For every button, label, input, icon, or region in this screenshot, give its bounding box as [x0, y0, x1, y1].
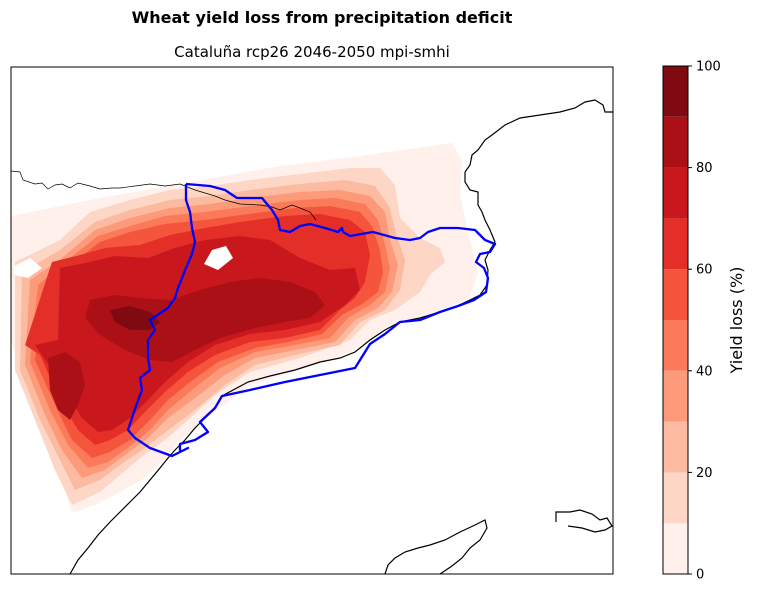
colorbar-segment-0-10 — [663, 523, 688, 574]
map-subtitle: Cataluña rcp26 2046-2050 mpi-smhi — [174, 43, 450, 61]
contour-90-100 — [110, 306, 160, 330]
figure-title: Wheat yield loss from precipitation defi… — [131, 8, 513, 27]
colorbar-segment-70-80 — [663, 167, 688, 219]
colorbar-segment-80-90 — [663, 116, 688, 168]
colorbar-tick-20: 20 — [696, 466, 713, 481]
colorbar-frame — [662, 65, 689, 575]
colorbar-segment-40-50 — [663, 320, 688, 371]
colorbar-segment-10-20 — [663, 472, 688, 524]
colorbar-segment-90-100 — [663, 66, 688, 117]
map-area — [11, 99, 613, 574]
map-frame — [10, 66, 614, 575]
colorbar-segment-30-40 — [663, 370, 688, 422]
coastline — [11, 99, 613, 574]
colorbar-tick-60: 60 — [696, 263, 713, 278]
colorbar-tick-0: 0 — [696, 568, 704, 583]
contour-80-90-west — [48, 352, 85, 420]
colorbar-segment-20-30 — [663, 421, 688, 473]
yield-loss-field — [11, 143, 478, 513]
colorbar-segment-60-70 — [663, 218, 688, 270]
colorbar: 0 20 40 60 80 100 Yield loss (%) — [662, 60, 746, 583]
contour-80-90 — [85, 278, 325, 362]
colorbar-segment-50-60 — [663, 269, 688, 320]
colorbar-label: Yield loss (%) — [727, 267, 746, 375]
catalonia-outline — [126, 182, 497, 458]
colorbar-tick-40: 40 — [696, 364, 713, 379]
colorbar-tick-80: 80 — [696, 161, 713, 176]
colorbar-tick-100: 100 — [696, 60, 721, 75]
